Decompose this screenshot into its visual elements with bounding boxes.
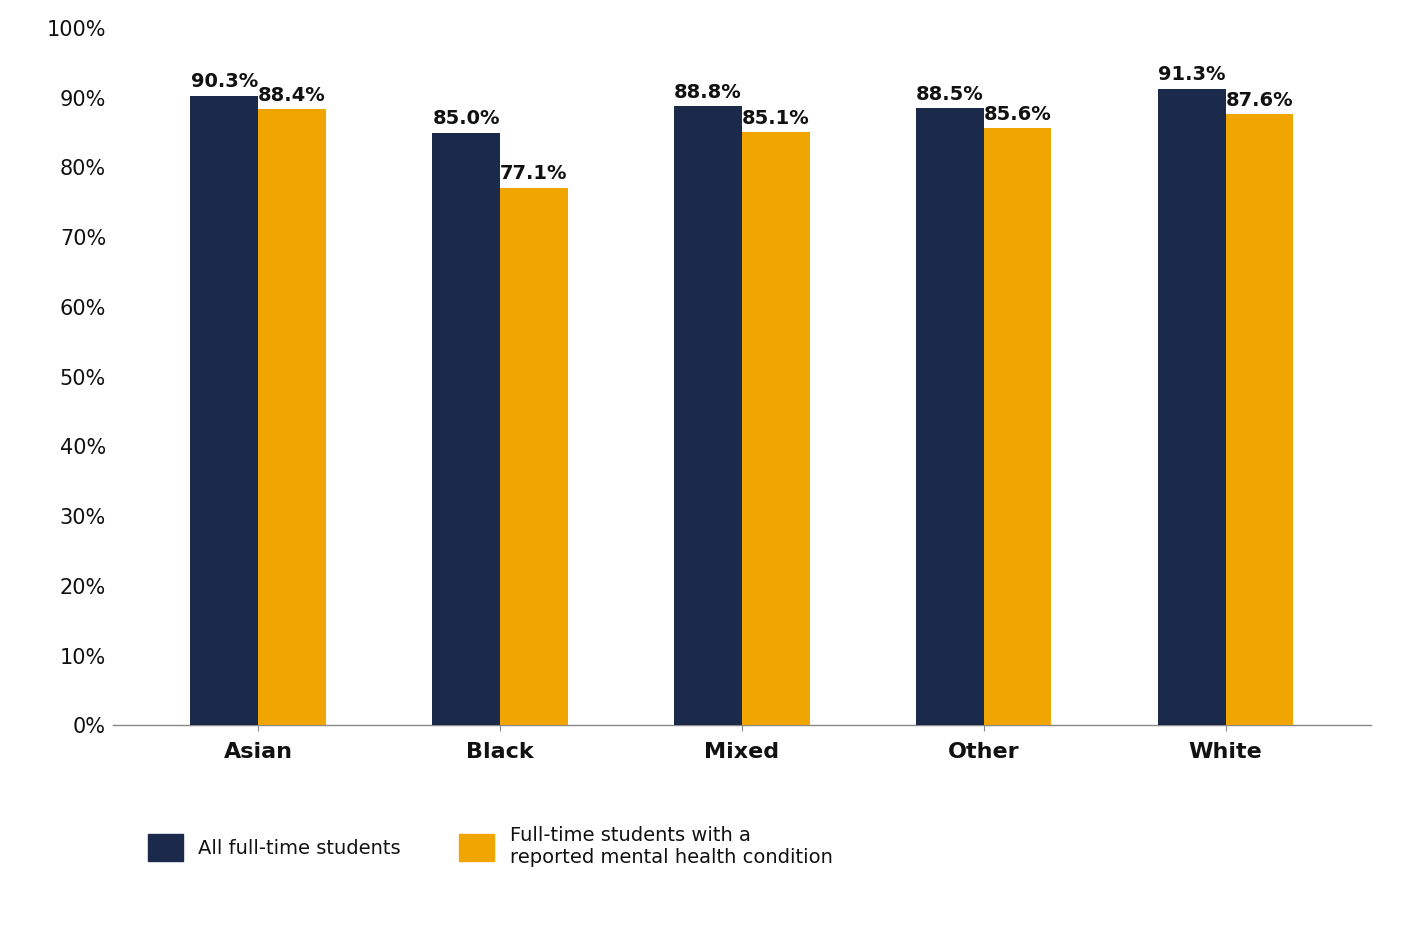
Bar <box>983 128 1051 725</box>
Text: 90.3%: 90.3% <box>191 73 259 91</box>
Text: 85.6%: 85.6% <box>983 105 1051 125</box>
Bar <box>500 188 568 725</box>
Text: 77.1%: 77.1% <box>500 165 568 183</box>
Bar <box>674 106 742 725</box>
Bar <box>432 133 500 725</box>
Text: 88.4%: 88.4% <box>259 86 326 105</box>
Text: 91.3%: 91.3% <box>1157 65 1225 85</box>
Text: 88.8%: 88.8% <box>674 83 742 102</box>
Bar <box>742 132 810 725</box>
Bar <box>259 109 326 725</box>
Bar <box>1157 88 1225 725</box>
Bar <box>191 96 259 725</box>
Text: 85.1%: 85.1% <box>742 109 810 127</box>
Bar <box>1225 114 1293 725</box>
Text: 88.5%: 88.5% <box>916 85 983 104</box>
Text: 87.6%: 87.6% <box>1225 91 1293 111</box>
Text: 85.0%: 85.0% <box>432 110 500 128</box>
Legend: All full-time students, Full-time students with a
reported mental health conditi: All full-time students, Full-time studen… <box>148 826 832 867</box>
Bar <box>916 108 983 725</box>
